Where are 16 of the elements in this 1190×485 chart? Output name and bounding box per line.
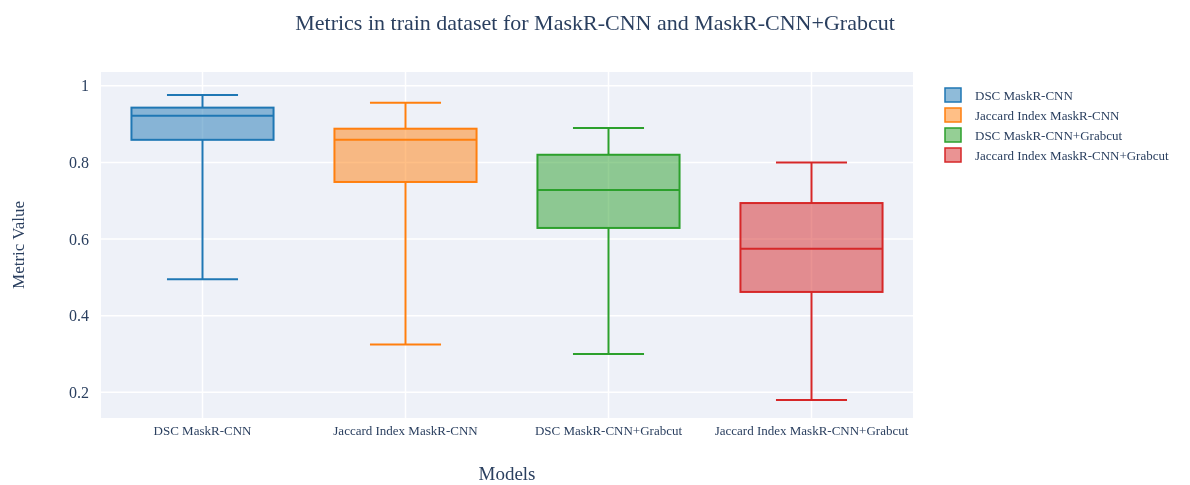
y-axis-title: Metric Value xyxy=(9,201,28,289)
legend-label: Jaccard Index MaskR-CNN+Grabcut xyxy=(975,147,1169,163)
x-tick-label: Jaccard Index MaskR-CNN xyxy=(333,423,479,438)
y-tick-label: 0.4 xyxy=(69,307,89,325)
chart-title: Metrics in train dataset for MaskR-CNN and MaskR-CNN+Grabcut xyxy=(295,10,895,35)
x-tick-label: DSC MaskR-CNN xyxy=(153,423,253,438)
x-tick-label: DSC MaskR-CNN+Grabcut xyxy=(534,423,683,438)
y-tick-label: 0.2 xyxy=(69,383,89,401)
x-axis-title: Models xyxy=(478,463,536,484)
x-tick-label: Jaccard Index MaskR-CNN+Grabcut xyxy=(714,423,909,438)
y-tick-label: 0.6 xyxy=(69,230,89,248)
y-tick-label: 0.8 xyxy=(69,154,89,172)
legend-label: DSC MaskR-CNN xyxy=(975,87,1074,103)
legend-label: DSC MaskR-CNN+Grabcut xyxy=(975,127,1123,143)
legend-label: Jaccard Index MaskR-CNN xyxy=(975,107,1121,123)
y-tick-label: 1 xyxy=(81,77,89,95)
